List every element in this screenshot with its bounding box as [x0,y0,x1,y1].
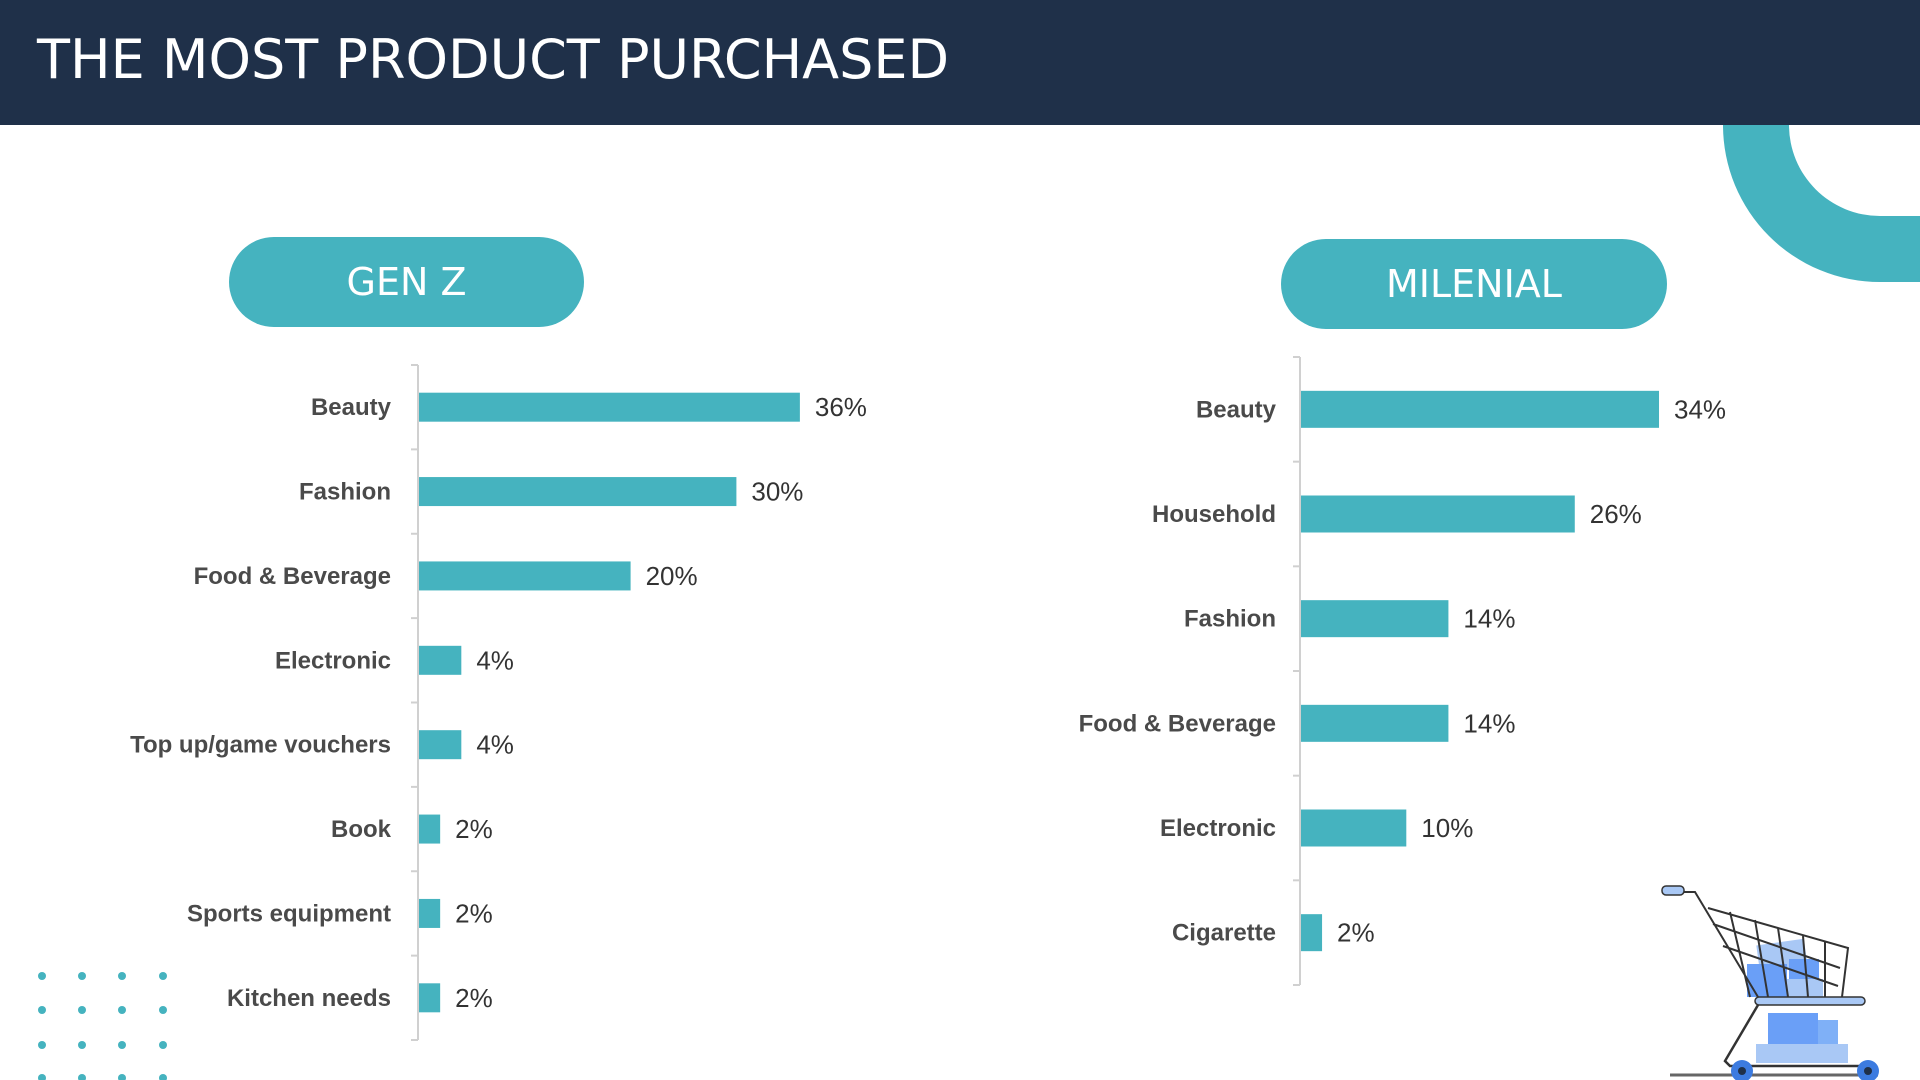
chart-0: Beauty 36% Fashion 30% Food & Beverage 20% Ele… [130,364,867,1041]
bar [419,645,462,675]
arc-decoration [1723,125,1920,282]
bar [1301,914,1323,952]
data-label: 2% [1337,918,1375,948]
category-label: Fashion [299,479,391,506]
dot [118,1074,126,1080]
dot [118,1006,126,1014]
dot [78,1006,86,1014]
bar [419,814,441,844]
chart-1: Beauty 34% Household 26% Fashion 14% Food & Be… [1079,356,1726,986]
dot [159,972,167,980]
dot [78,972,86,980]
data-label: 2% [455,898,493,928]
category-label: Book [331,816,392,843]
gen-z-pill: GEN Z [229,237,584,327]
data-label: 14% [1463,708,1515,738]
category-label: Sports equipment [187,900,391,927]
dot [78,1041,86,1049]
bar [419,898,441,928]
dot [118,972,126,980]
bar [419,983,441,1013]
dot [118,1041,126,1049]
header-bar: THE MOST PRODUCT PURCHASED [0,0,1920,125]
category-label: Household [1152,501,1276,528]
data-label: 20% [646,561,698,591]
data-label: 36% [815,392,867,422]
bar [1301,600,1449,638]
dot-grid [38,972,167,1080]
category-label: Electronic [275,647,391,674]
data-label: 34% [1674,394,1726,424]
data-label: 30% [751,477,803,507]
dot [38,972,46,980]
dot [159,1074,167,1080]
dot [38,1041,46,1049]
category-label: Food & Beverage [1079,710,1276,737]
bar [419,392,800,422]
data-label: 14% [1463,604,1515,634]
bar [419,477,737,507]
category-label: Kitchen needs [227,985,391,1012]
bar [1301,390,1660,428]
category-label: Beauty [1196,396,1277,423]
category-label: Food & Beverage [194,563,391,590]
data-label: 10% [1421,813,1473,843]
category-label: Fashion [1184,606,1276,633]
dot [38,1074,46,1080]
bar [1301,809,1407,847]
data-label: 4% [476,645,514,675]
data-label: 2% [455,983,493,1013]
bar [1301,495,1575,533]
bar [419,730,462,760]
bar [419,561,631,591]
page-title: THE MOST PRODUCT PURCHASED [37,28,950,91]
milenial-pill: MILENIAL [1281,239,1667,329]
dot [159,1041,167,1049]
category-label: Top up/game vouchers [130,732,391,759]
bar [1301,704,1449,742]
category-label: Electronic [1160,815,1276,842]
data-label: 26% [1590,499,1642,529]
category-label: Cigarette [1172,920,1276,947]
shopping-cart-icon [1661,885,1879,1080]
dot [38,1006,46,1014]
category-label: Beauty [311,394,392,421]
dot [78,1074,86,1080]
data-label: 2% [455,814,493,844]
data-label: 4% [476,730,514,760]
dot [159,1006,167,1014]
